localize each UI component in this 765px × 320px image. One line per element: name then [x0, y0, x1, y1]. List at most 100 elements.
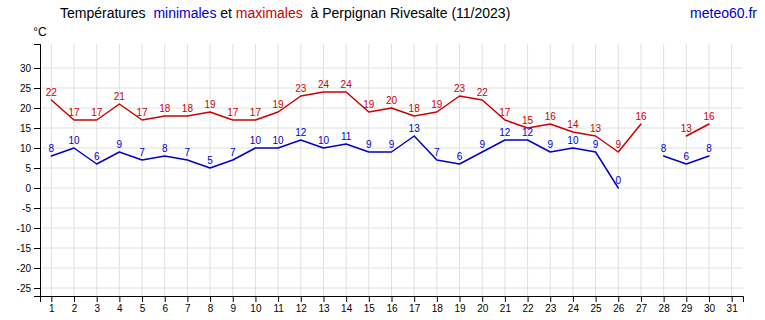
data-label: 19: [205, 99, 217, 110]
tick: 15: [364, 296, 376, 314]
tick: 17: [409, 296, 421, 314]
tick-mark: [74, 296, 75, 302]
tick-label: 15: [364, 303, 376, 314]
tick-label: 9: [230, 303, 236, 314]
tick-label: 13: [318, 303, 330, 314]
tick-label: 1: [49, 303, 55, 314]
data-label: 23: [295, 83, 307, 94]
tick: 15: [20, 123, 40, 134]
data-label: 22: [46, 87, 58, 98]
tick: 26: [613, 296, 625, 314]
data-label: 13: [590, 123, 602, 134]
tick: 30: [20, 63, 40, 74]
grid-line: [119, 44, 120, 296]
tick-label: -5: [22, 203, 31, 214]
tick: 20: [20, 103, 40, 114]
data-label: 17: [136, 107, 148, 118]
data-label: 7: [434, 147, 440, 158]
tick: -10: [17, 223, 40, 234]
tick: -20: [17, 263, 40, 274]
data-label: 0: [615, 175, 621, 186]
tick: 1: [49, 296, 55, 314]
data-label: 10: [567, 135, 579, 146]
grid-line: [255, 44, 256, 296]
plot: 1234567891011121314151617181920212223242…: [17, 44, 744, 314]
data-label: 9: [117, 139, 123, 150]
data-label: 8: [706, 143, 712, 154]
tick: 16: [386, 296, 398, 314]
data-label: 16: [703, 111, 715, 122]
data-label: 19: [431, 99, 443, 110]
grid: [40, 44, 743, 296]
tick: 29: [681, 296, 693, 314]
tick: 12: [296, 296, 308, 314]
tick-label: 11: [273, 303, 284, 314]
grid-line: [414, 44, 415, 296]
tick-mark: [301, 296, 302, 302]
tick-mark: [369, 296, 370, 302]
data-label: 23: [454, 83, 466, 94]
tick-mark: [346, 296, 347, 302]
data-label: 17: [68, 107, 80, 118]
tick: 8: [208, 296, 214, 314]
tick: 18: [432, 296, 444, 314]
tick-mark: [392, 296, 393, 302]
tick-label: 20: [20, 103, 32, 114]
tick-label: 10: [250, 303, 262, 314]
tick: -25: [17, 283, 40, 294]
data-label: 6: [457, 151, 463, 162]
data-label: 8: [162, 143, 168, 154]
tick-label: 10: [20, 143, 32, 154]
data-label: 8: [661, 143, 667, 154]
tick-label: 5: [25, 163, 31, 174]
grid-line: [459, 44, 460, 296]
tick-label: 26: [613, 303, 625, 314]
grid-line: [527, 44, 528, 296]
tick-mark: [165, 296, 166, 302]
data-label: 15: [522, 115, 534, 126]
tick: 19: [454, 296, 466, 314]
tick-mark: [34, 168, 40, 169]
data-label: 9: [615, 139, 621, 150]
data-labels: 8106978757101012101199137691212910908682…: [46, 79, 715, 186]
tick-label: 15: [20, 123, 32, 134]
tick-label: 8: [208, 303, 214, 314]
tick-label: 29: [681, 303, 693, 314]
tick: 9: [230, 296, 236, 314]
tick-mark: [34, 128, 40, 129]
tick-label: 22: [523, 303, 535, 314]
tick-mark: [664, 296, 665, 302]
grid-line: [187, 44, 188, 296]
tick-mark: [210, 296, 211, 302]
data-label: 16: [635, 111, 647, 122]
tick: 23: [545, 296, 557, 314]
tick-mark: [34, 208, 40, 209]
tick-mark: [460, 296, 461, 302]
data-label: 7: [139, 147, 145, 158]
grid-line: [96, 44, 97, 296]
grid-line: [278, 44, 279, 296]
tick-label: 21: [500, 303, 512, 314]
grid-line: [142, 44, 143, 296]
data-label: 9: [366, 139, 372, 150]
tick-mark: [187, 296, 188, 302]
tick-mark: [34, 108, 40, 109]
grid-line: [210, 44, 211, 296]
grid-line: [618, 44, 619, 296]
data-label: 13: [409, 123, 421, 134]
tick-mark: [709, 296, 710, 302]
tick: 31: [727, 296, 739, 314]
grid-line: [640, 44, 641, 296]
tick-label: -20: [17, 263, 32, 274]
data-label: 10: [273, 135, 285, 146]
tick-label: 25: [591, 303, 603, 314]
data-label: 13: [681, 123, 693, 134]
tick: 30: [704, 296, 716, 314]
grid-line: [74, 44, 75, 296]
grid-line: [572, 44, 573, 296]
tick-mark: [51, 296, 52, 302]
grid-line: [368, 44, 369, 296]
tick: 5: [140, 296, 146, 314]
tick-mark: [34, 228, 40, 229]
data-label: 17: [227, 107, 239, 118]
